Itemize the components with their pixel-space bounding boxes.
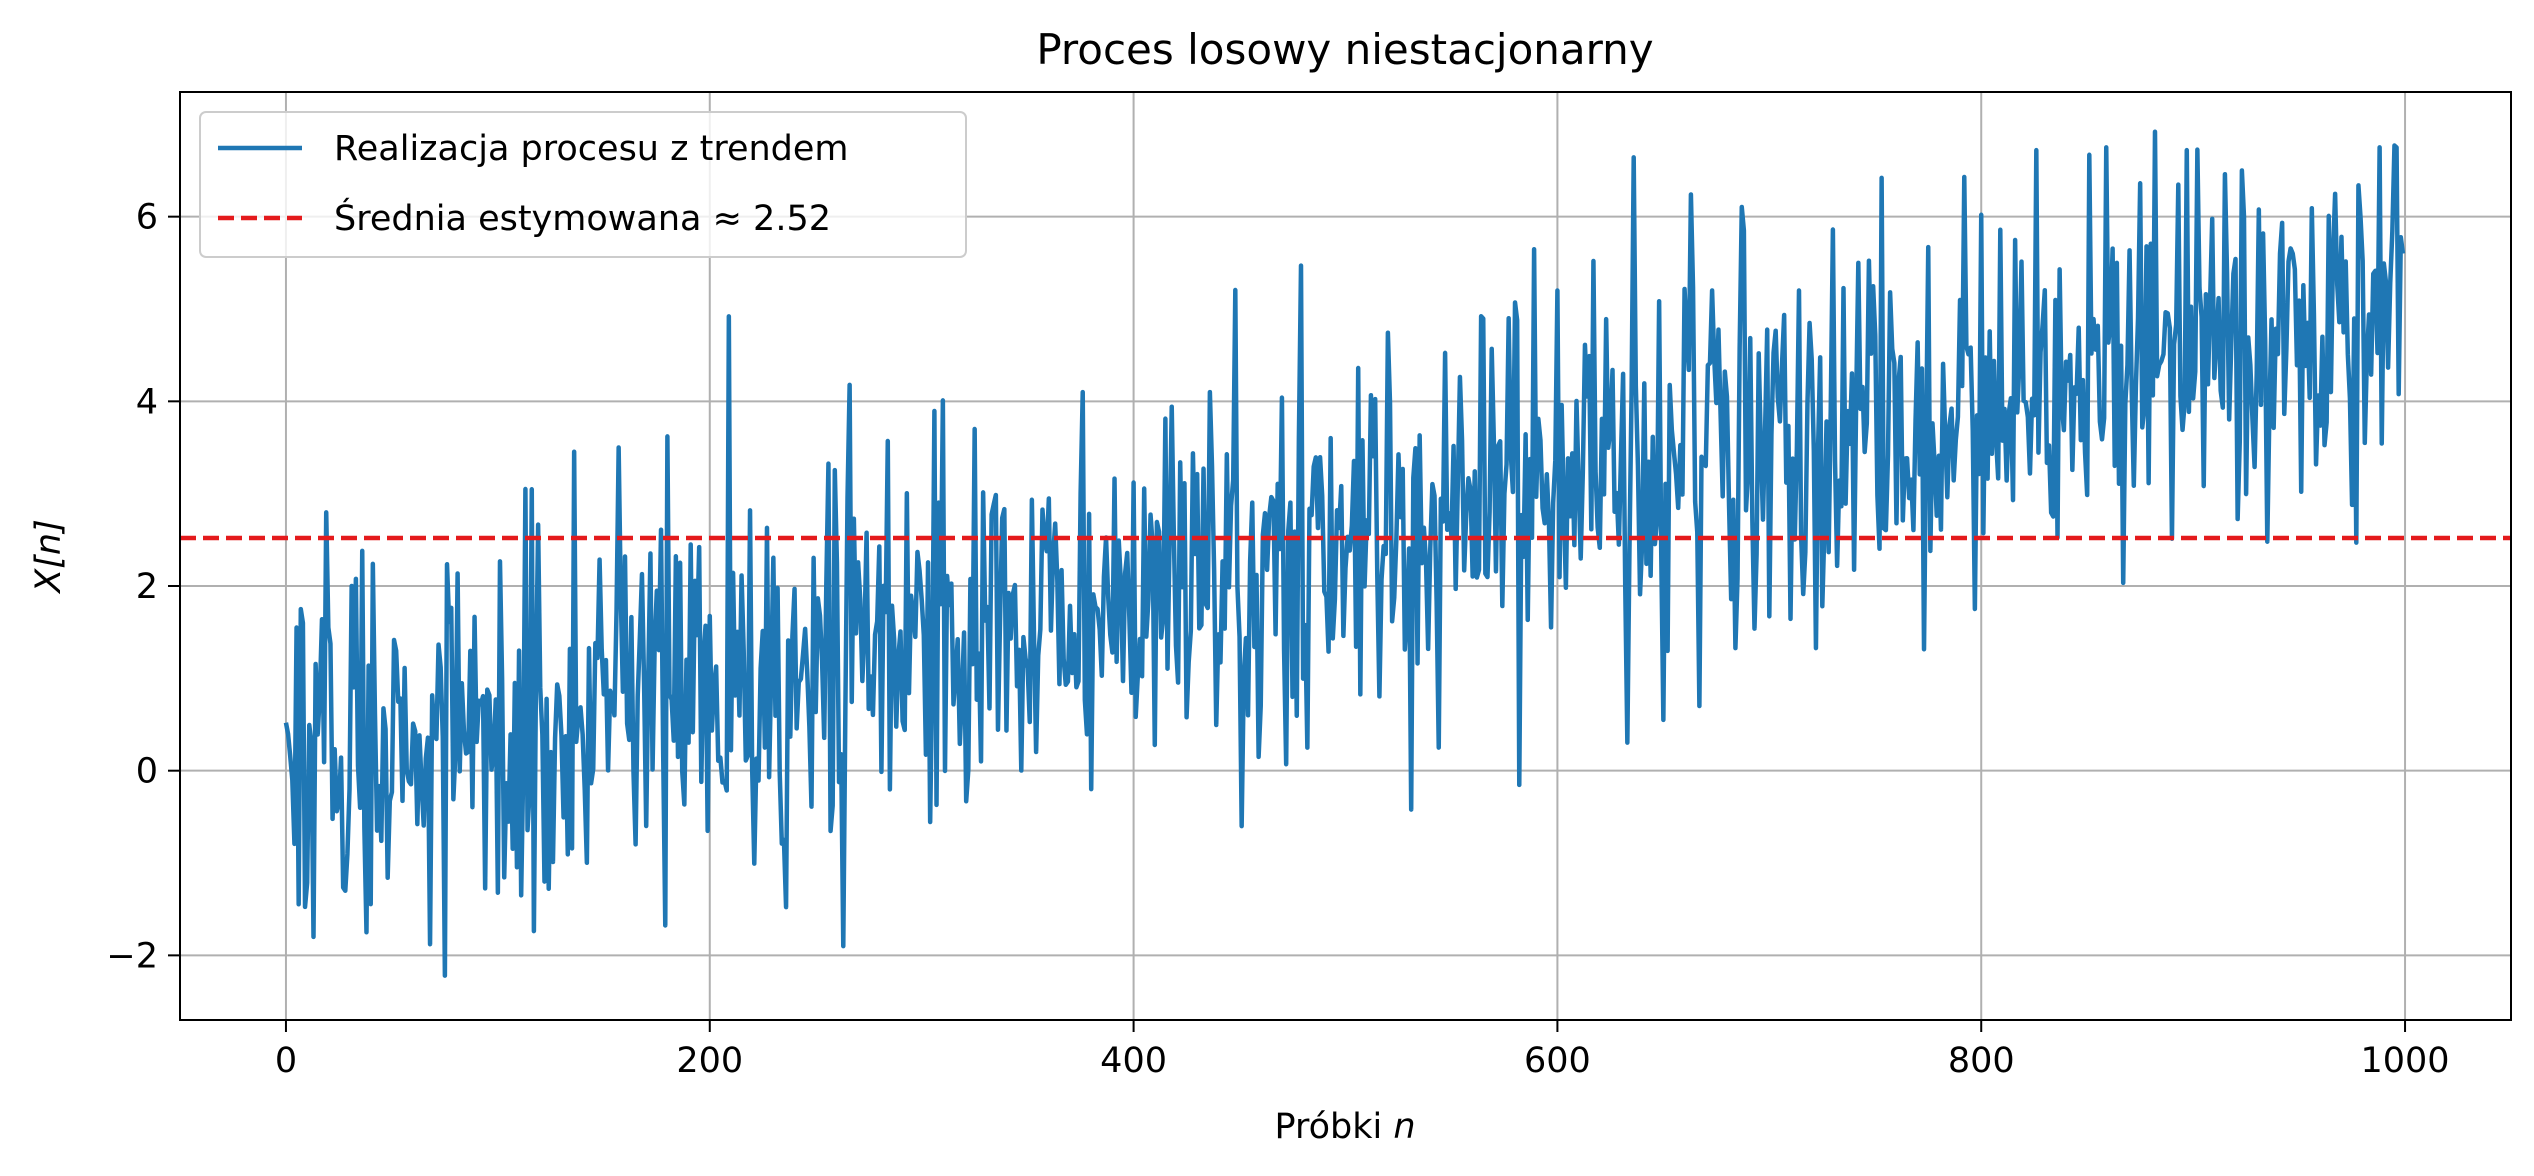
x-axis-title-text: Próbki: [1274, 1107, 1382, 1147]
series-layer: [283, 129, 2406, 978]
plot-area: [180, 129, 2511, 978]
x-tick-label: 800: [1948, 1041, 2015, 1081]
y-tick-label: −2: [106, 936, 158, 976]
y-tick-label: 2: [136, 567, 158, 607]
x-tick-label: 0: [275, 1041, 297, 1081]
x-tick-label: 600: [1524, 1041, 1591, 1081]
chart-title: Proces losowy niestacjonarny: [1036, 25, 1653, 74]
x-tick-label: 400: [1100, 1041, 1167, 1081]
y-axis-title: X[n]: [29, 519, 69, 594]
y-axis-title-text: X[n]: [29, 519, 69, 594]
x-tick-label: 200: [676, 1041, 743, 1081]
y-tick-label: 6: [136, 198, 158, 238]
y-axis-ticks: −2 0 2 4 6: [106, 198, 180, 976]
x-axis-title-var: n: [1393, 1107, 1415, 1147]
x-axis-ticks: 0 200 400 600 800 1000: [275, 1020, 2450, 1081]
x-tick-label: 1000: [2361, 1041, 2450, 1081]
y-tick-label: 0: [136, 752, 158, 792]
legend-box: [199, 111, 967, 258]
x-axis-title: Próbki n: [1274, 1107, 1415, 1147]
legend: Realizacja procesu z trendem Średnia est…: [199, 111, 967, 258]
axes-frame: [179, 91, 2512, 1021]
series-line: [283, 129, 2406, 978]
legend-label-mean: Średnia estymowana ≈ 2.52: [334, 197, 831, 239]
legend-label-series: Realizacja procesu z trendem: [334, 129, 849, 169]
y-tick-label: 4: [136, 382, 158, 422]
